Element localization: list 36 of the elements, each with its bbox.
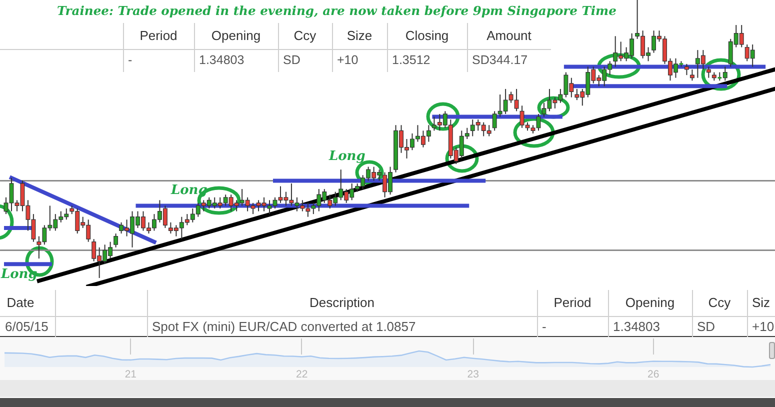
category-label: Closing	[405, 28, 449, 43]
category-label: Ccy	[294, 28, 316, 43]
x-tick-label: 26	[648, 368, 660, 380]
category-label: Siz	[752, 295, 770, 310]
text: +10	[752, 319, 774, 334]
category-label: Opening	[625, 295, 675, 310]
category-label: Ccy	[708, 295, 731, 310]
chart-title: Trainee: Trade opened in the evening, are now taken before 9pm Singapore Time	[57, 3, 616, 18]
category-label: Period	[140, 28, 178, 43]
annotation: SD344.17	[472, 53, 528, 67]
annotation: Long	[1, 267, 38, 282]
x-tick-label: 22	[296, 368, 308, 380]
x-tick-label: 21	[124, 368, 137, 380]
annotation: -	[128, 53, 132, 67]
category-label: Period	[554, 295, 592, 310]
text: Spot FX (mini) EUR/CAD converted at 1.0857	[152, 319, 416, 334]
category-label: Opening	[211, 28, 261, 43]
text: 1.34803	[613, 319, 660, 334]
candlestick	[690, 68, 694, 82]
annotation: 1.34803	[199, 53, 244, 67]
text: SD	[697, 319, 716, 334]
annotation: Long	[171, 183, 208, 198]
text: -	[542, 319, 546, 334]
category-label: Date	[6, 295, 34, 310]
candlestick	[706, 66, 711, 78]
annotation: SD	[283, 53, 300, 67]
annotation: Long	[329, 149, 366, 164]
category-label: Description	[309, 295, 375, 310]
category-label: Amount	[486, 28, 532, 43]
candlestick	[684, 63, 689, 76]
annotation: 1.3512	[392, 53, 430, 67]
x-tick-label: 23	[467, 368, 480, 380]
category-label: Size	[346, 28, 372, 43]
text: 6/05/15	[5, 319, 48, 334]
candlestick	[114, 233, 118, 248]
annotation: +10	[337, 53, 358, 67]
